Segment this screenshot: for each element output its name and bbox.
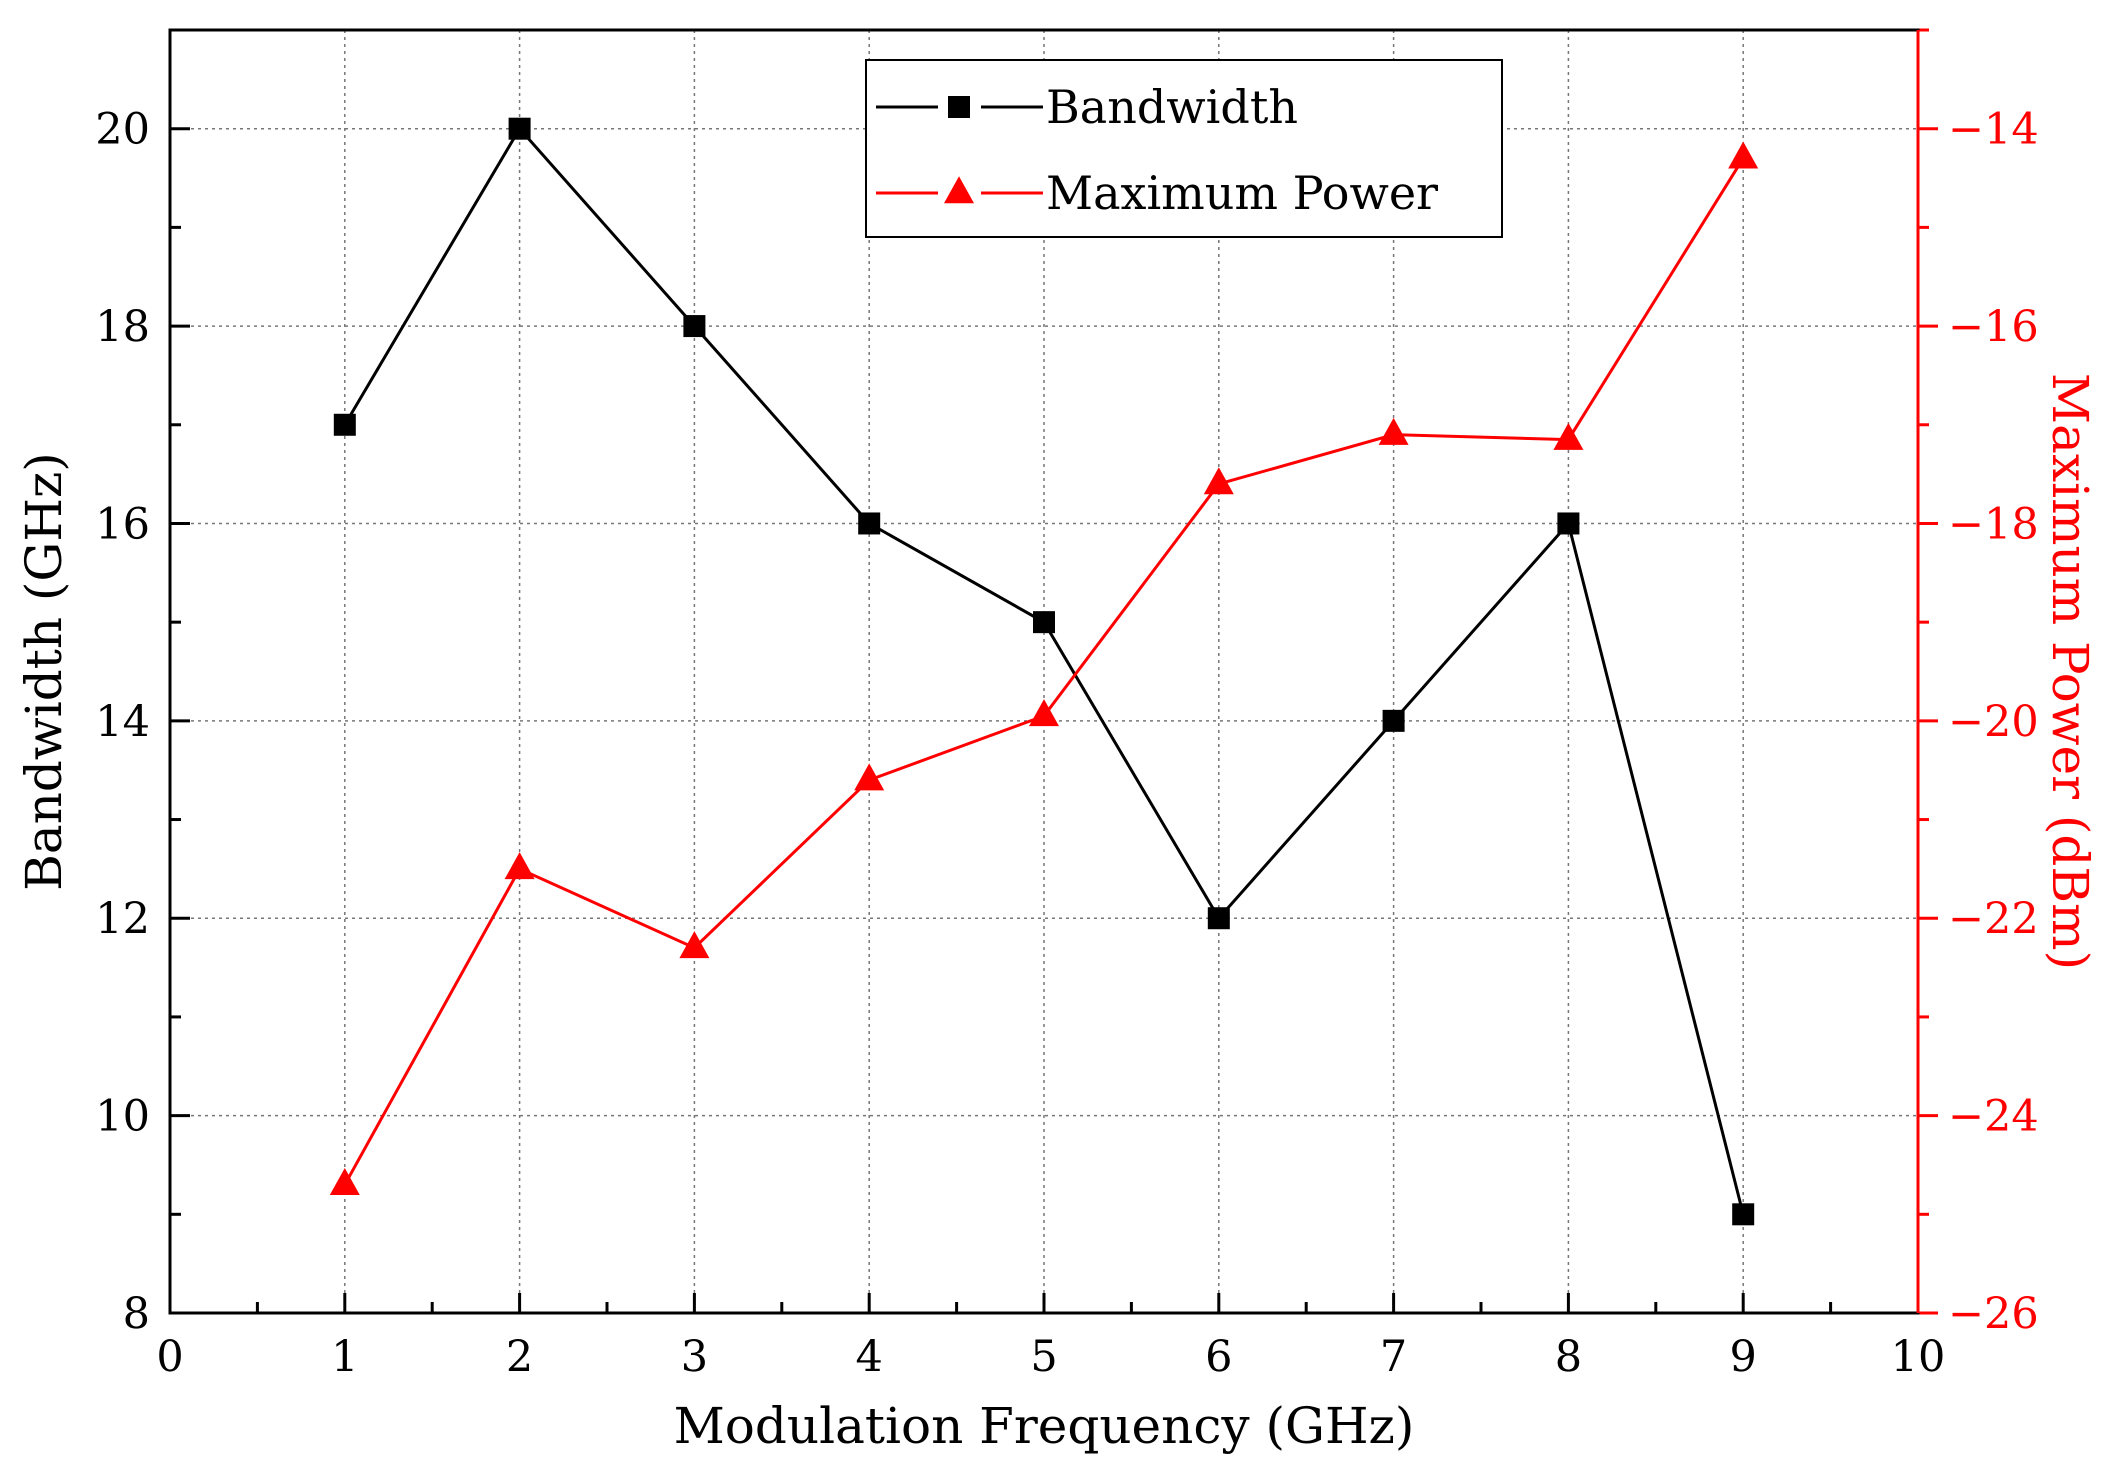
y-right-tick-label: −18: [1948, 499, 2039, 549]
x-tick-label: 2: [506, 1332, 533, 1382]
x-tick-label: 6: [1205, 1332, 1232, 1382]
data-point-bandwidth: [333, 413, 356, 436]
y-left-tick-label: 10: [95, 1092, 150, 1142]
x-tick-label: 9: [1730, 1332, 1757, 1382]
y-left-tick-label: 20: [95, 105, 150, 155]
x-axis-title: Modulation Frequency (GHz): [674, 1397, 1415, 1455]
data-point-bandwidth: [1033, 611, 1055, 634]
x-tick-label: 4: [856, 1332, 883, 1382]
y-left-tick-label: 8: [123, 1289, 150, 1339]
series-layer: [329, 117, 1759, 1226]
series-maximum-power: [329, 141, 1759, 1195]
y-right-tick-label: −14: [1948, 105, 2039, 155]
legend: Bandwidth Maximum Power: [865, 59, 1503, 238]
y-right-tick-label: −24: [1948, 1092, 2039, 1142]
data-point-bandwidth: [1732, 1203, 1755, 1226]
legend-marker-square: [948, 96, 970, 118]
y-right-tick-label: −22: [1948, 894, 2039, 944]
right-y-axis-title: Maximum Power (dBm): [2041, 373, 2099, 970]
x-tick-label: 0: [156, 1332, 183, 1382]
grid-lines: [170, 30, 1918, 1313]
data-point-bandwidth: [1207, 907, 1230, 930]
legend-marker-triangle: [944, 176, 974, 204]
data-point-maximum-power: [1203, 467, 1234, 495]
x-tick-label: 7: [1380, 1332, 1407, 1382]
tick-labels: 0 1 2 3 4 5 6 7 8 9 108101214161820−26−24−22−20−18…: [95, 105, 2038, 1382]
data-point-maximum-power: [1378, 417, 1409, 445]
x-tick-label: 8: [1555, 1332, 1582, 1382]
data-point-bandwidth: [858, 512, 881, 535]
y-left-tick-label: 16: [95, 499, 150, 549]
legend-box: [865, 59, 1503, 238]
x-tick-label: 5: [1030, 1332, 1057, 1382]
x-tick-label: 10: [1891, 1332, 1946, 1382]
series-bandwidth: [333, 117, 1755, 1226]
y-left-tick-label: 12: [95, 894, 150, 944]
data-point-maximum-power: [1728, 141, 1759, 169]
y-left-tick-label: 18: [95, 302, 150, 352]
y-right-tick-label: −20: [1948, 697, 2039, 747]
y-left-tick-label: 14: [95, 697, 150, 747]
x-tick-label: 3: [681, 1332, 708, 1382]
data-point-bandwidth: [508, 117, 531, 140]
data-point-maximum-power: [1029, 699, 1059, 727]
data-point-maximum-power: [854, 763, 885, 791]
legend-label-bandwidth: Bandwidth: [1046, 80, 1298, 134]
data-point-maximum-power: [679, 931, 710, 959]
data-point-bandwidth: [1557, 512, 1580, 535]
data-point-maximum-power: [504, 852, 535, 880]
data-point-bandwidth: [683, 315, 706, 338]
data-point-maximum-power: [1553, 422, 1584, 450]
y-right-tick-label: −26: [1948, 1289, 2039, 1339]
left-y-axis-title: Bandwidth (GHz): [15, 452, 73, 891]
data-point-maximum-power: [329, 1167, 360, 1195]
x-tick-label: 1: [331, 1332, 358, 1382]
legend-label-maximum-power: Maximum Power: [1046, 166, 1438, 220]
y-right-tick-label: −16: [1948, 302, 2039, 352]
data-point-bandwidth: [1382, 709, 1405, 732]
